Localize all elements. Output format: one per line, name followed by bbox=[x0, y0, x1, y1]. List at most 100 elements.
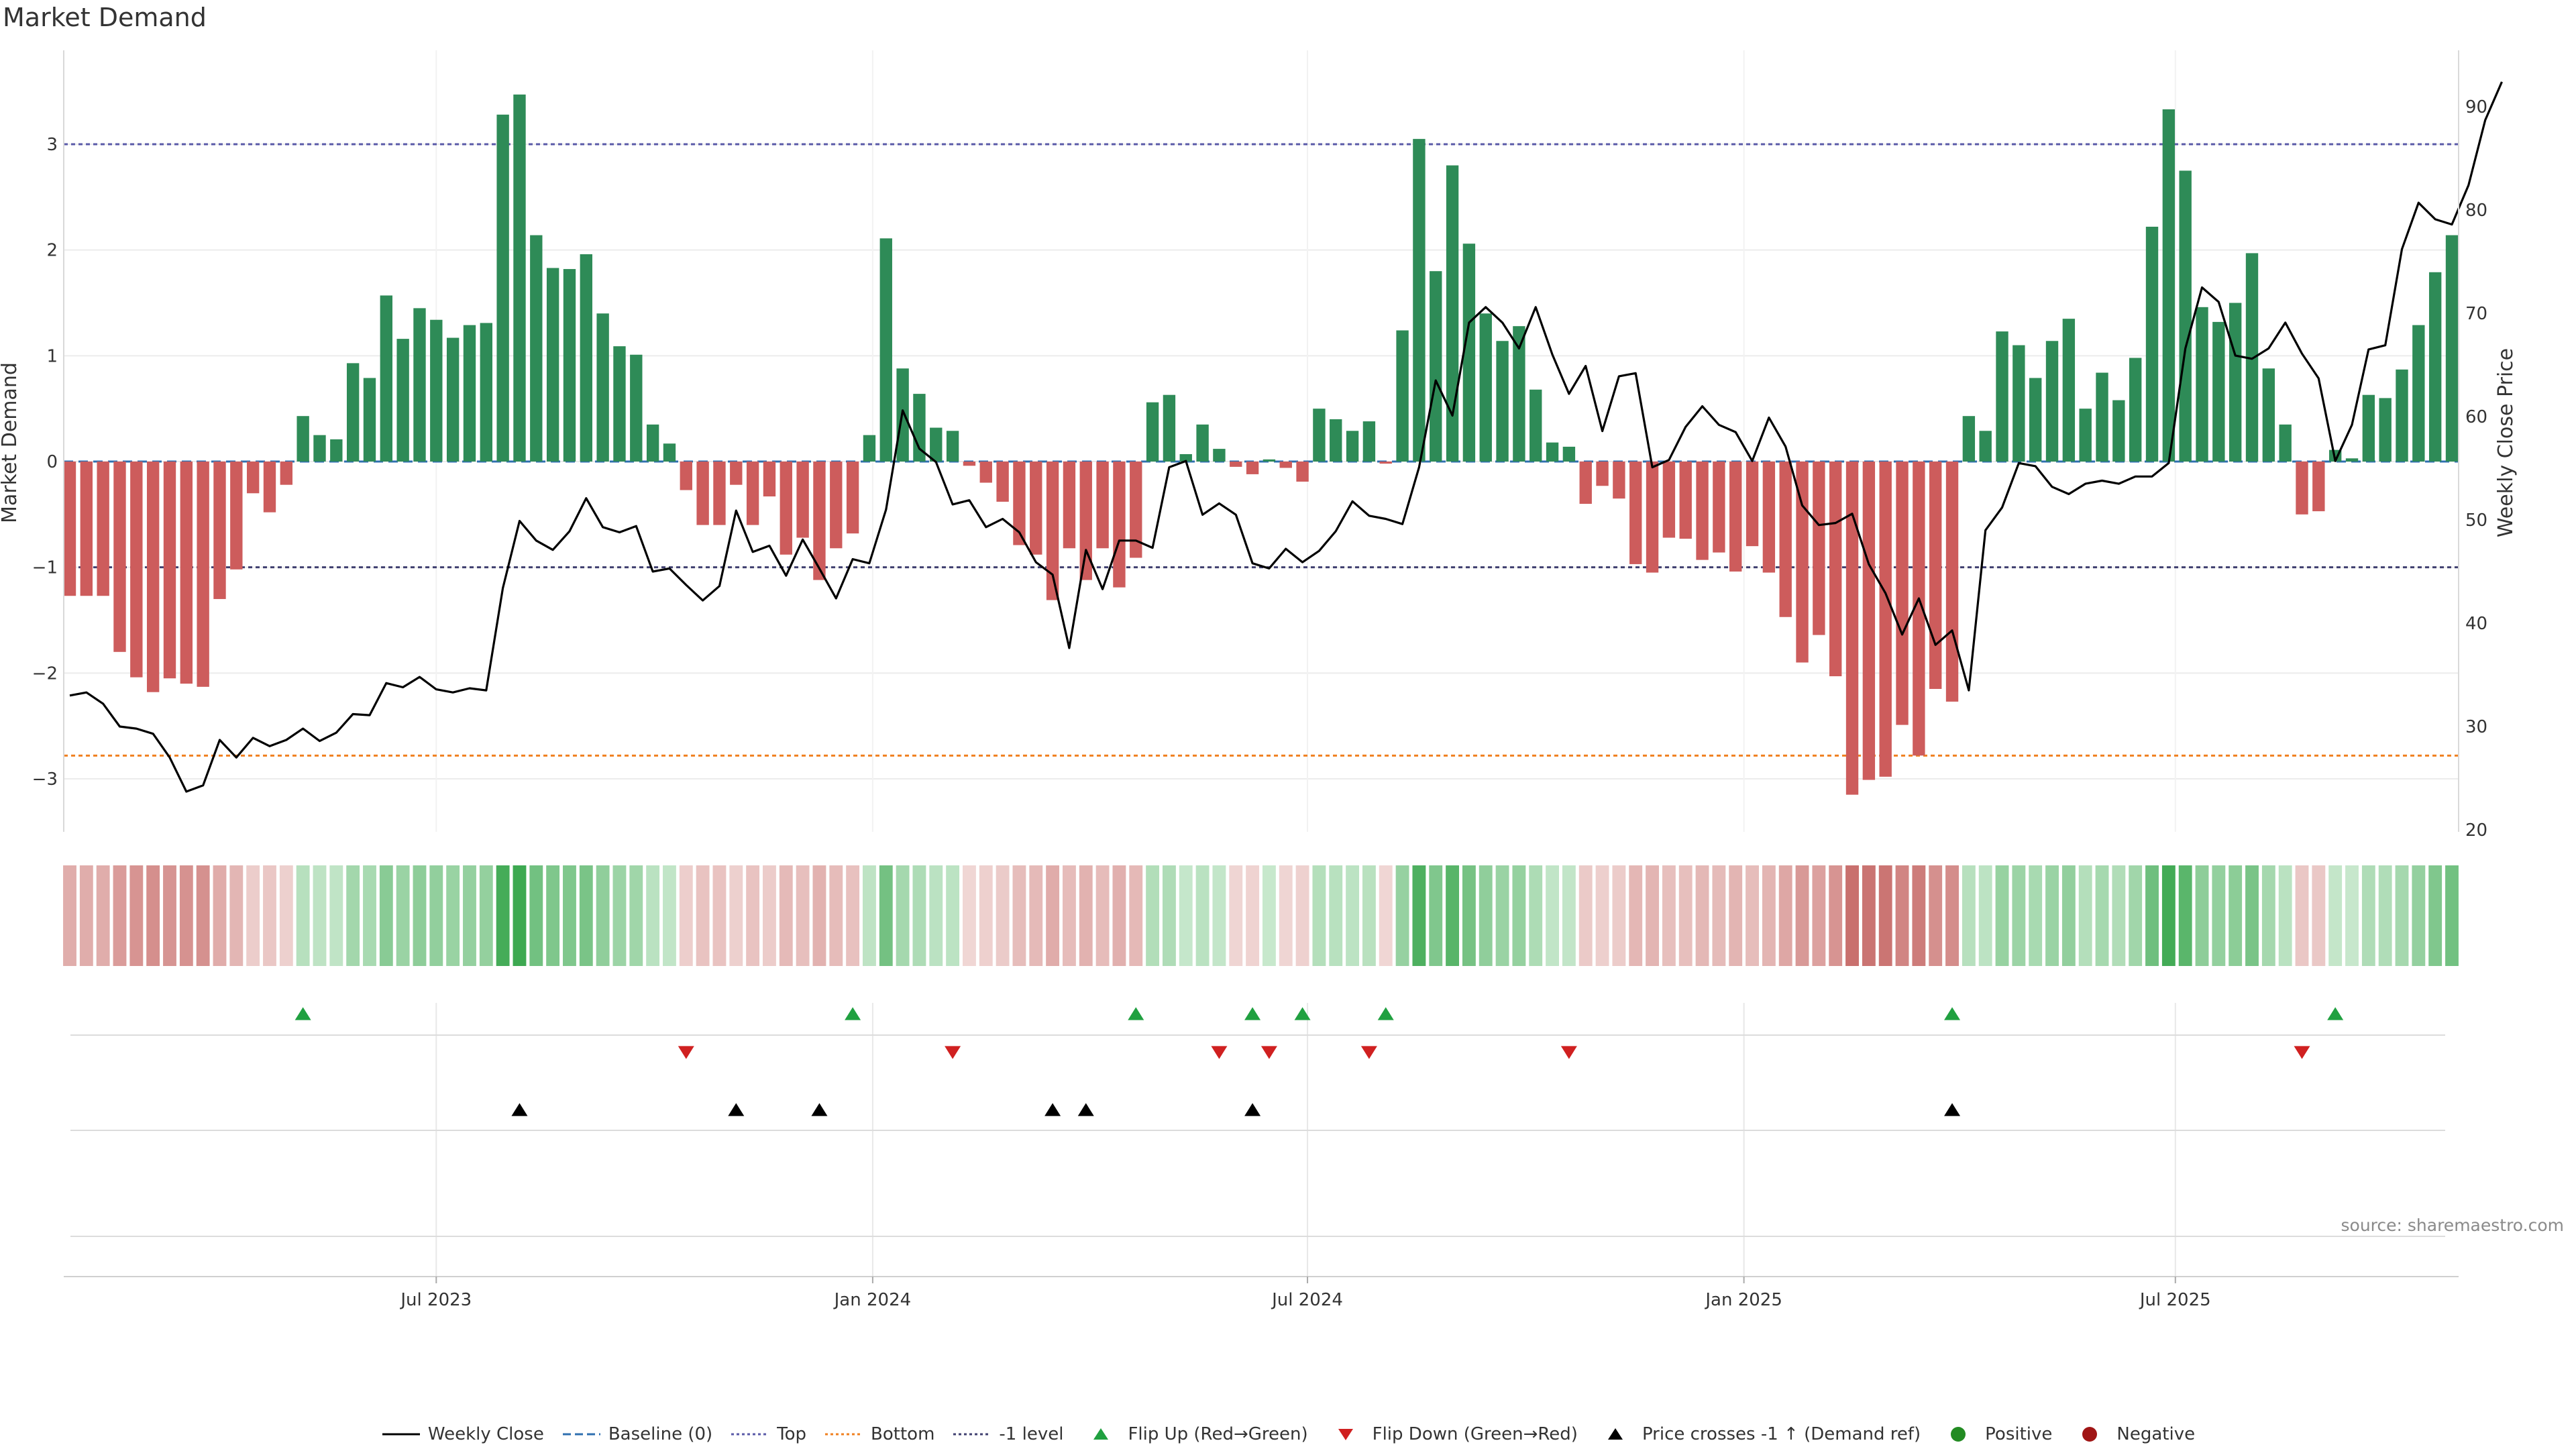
demand-heat-strip bbox=[63, 865, 2459, 966]
legend: Weekly Close Baseline (0) Top Bottom -1 leve… bbox=[0, 1421, 2576, 1448]
heat-cell bbox=[946, 865, 960, 966]
demand-bar bbox=[313, 435, 326, 462]
demand-bar bbox=[613, 346, 626, 462]
heat-cell bbox=[2361, 865, 2375, 966]
weekly-close-line bbox=[69, 81, 2503, 793]
demand-bar bbox=[1413, 139, 1426, 462]
demand-bar bbox=[1796, 462, 1809, 663]
demand-bar bbox=[1079, 462, 1092, 580]
demand-bar bbox=[546, 268, 559, 462]
demand-bar bbox=[2362, 394, 2375, 462]
heat-cell bbox=[1962, 865, 1976, 966]
heat-cell bbox=[1678, 865, 1693, 966]
demand-bar bbox=[746, 462, 759, 525]
heat-cell bbox=[1162, 865, 1176, 966]
flip-up-marker bbox=[1128, 1007, 1144, 1020]
demand-bar bbox=[230, 462, 243, 570]
x-axis: Jul 2023 Jan 2024 Jul 2024 Jan 2025 Jul 2025 bbox=[64, 1276, 2459, 1310]
heat-cell bbox=[496, 865, 510, 966]
flip-down-marker bbox=[1360, 1046, 1377, 1059]
price-cross-marker bbox=[1244, 1103, 1261, 1116]
demand-bar bbox=[1213, 449, 1226, 462]
heat-cell bbox=[63, 865, 76, 966]
demand-bar bbox=[1746, 462, 1759, 547]
heat-cell bbox=[2428, 865, 2443, 966]
heat-cell bbox=[2278, 865, 2292, 966]
demand-bar bbox=[830, 462, 843, 549]
y2-tick-label: 50 bbox=[2465, 511, 2487, 531]
flip-down-marker bbox=[1211, 1046, 1228, 1059]
heat-cell bbox=[846, 865, 860, 966]
legend-label: Positive bbox=[1985, 1424, 2053, 1444]
heat-cell bbox=[1578, 865, 1593, 966]
demand-bar bbox=[646, 424, 659, 462]
heat-cell bbox=[263, 865, 276, 966]
legend-label: Flip Down (Green→Red) bbox=[1372, 1424, 1578, 1444]
demand-bar bbox=[2412, 325, 2425, 462]
heat-cell bbox=[1512, 865, 1526, 966]
legend-symbol-negative bbox=[2082, 1427, 2098, 1442]
demand-bar bbox=[1546, 442, 1559, 462]
demand-bar bbox=[480, 323, 492, 462]
heat-cell bbox=[996, 865, 1010, 966]
heat-cell bbox=[2129, 865, 2143, 966]
legend-label: Bottom bbox=[871, 1424, 935, 1444]
heat-cell bbox=[1495, 865, 1509, 966]
demand-bar bbox=[1130, 462, 1142, 558]
heat-cell bbox=[1095, 865, 1110, 966]
demand-bar bbox=[1196, 424, 1209, 462]
demand-bar bbox=[2312, 462, 2325, 512]
demand-bar bbox=[1362, 421, 1376, 462]
demand-bar bbox=[1179, 453, 1192, 462]
demand-bar bbox=[2062, 319, 2076, 462]
heat-cell bbox=[2161, 865, 2176, 966]
demand-bar bbox=[2229, 303, 2242, 462]
heat-cell bbox=[663, 865, 676, 966]
demand-bar bbox=[1862, 462, 1876, 780]
heat-cell bbox=[229, 865, 244, 966]
demand-bar bbox=[1579, 462, 1592, 504]
heat-cell bbox=[812, 865, 826, 966]
demand-bar bbox=[297, 416, 309, 462]
heat-cell bbox=[746, 865, 760, 966]
heat-cell bbox=[246, 865, 260, 966]
demand-bar bbox=[996, 462, 1009, 502]
flip-down-marker bbox=[678, 1046, 694, 1059]
heat-cell bbox=[1629, 865, 1643, 966]
heat-cell bbox=[179, 865, 193, 966]
demand-bar bbox=[946, 431, 959, 462]
flip-up-marker bbox=[845, 1007, 861, 1020]
y2-tick-label: 20 bbox=[2465, 820, 2487, 841]
flip-up-marker bbox=[1294, 1007, 1311, 1020]
heat-cell bbox=[446, 865, 460, 966]
demand-bar bbox=[1279, 462, 1292, 468]
heat-cell bbox=[196, 865, 210, 966]
x-tick-label: Jul 2025 bbox=[2139, 1290, 2211, 1310]
y2-tick-label: 60 bbox=[2465, 407, 2487, 427]
price-cross-marker bbox=[511, 1103, 528, 1116]
heat-cell bbox=[629, 865, 643, 966]
demand-bar bbox=[2179, 170, 2192, 462]
demand-bar bbox=[1929, 462, 1942, 689]
heat-cell bbox=[2412, 865, 2426, 966]
legend-label: Baseline (0) bbox=[608, 1424, 713, 1444]
axes: −3 −2 −1 0 1 2 3 Market Demand 20 30 40 50 60 70 80 90 W… bbox=[0, 50, 2518, 841]
heat-cell bbox=[679, 865, 693, 966]
heat-cell bbox=[612, 865, 627, 966]
heat-cell bbox=[1279, 865, 1293, 966]
heat-cell bbox=[2245, 865, 2259, 966]
heat-cell bbox=[2045, 865, 2059, 966]
demand-bar bbox=[1096, 462, 1109, 549]
heat-cell bbox=[1195, 865, 1210, 966]
heat-cell bbox=[1995, 865, 2009, 966]
heat-cell bbox=[912, 865, 926, 966]
heat-cell bbox=[2078, 865, 2092, 966]
y2-tick-label: 30 bbox=[2465, 717, 2487, 737]
demand-bar bbox=[596, 313, 609, 462]
demand-bar bbox=[80, 462, 93, 596]
demand-bar bbox=[1613, 462, 1625, 499]
demand-bar bbox=[1562, 446, 1576, 462]
legend-item-weekly-close: Weekly Close bbox=[381, 1424, 544, 1444]
chart-title: Market Demand bbox=[3, 3, 207, 32]
